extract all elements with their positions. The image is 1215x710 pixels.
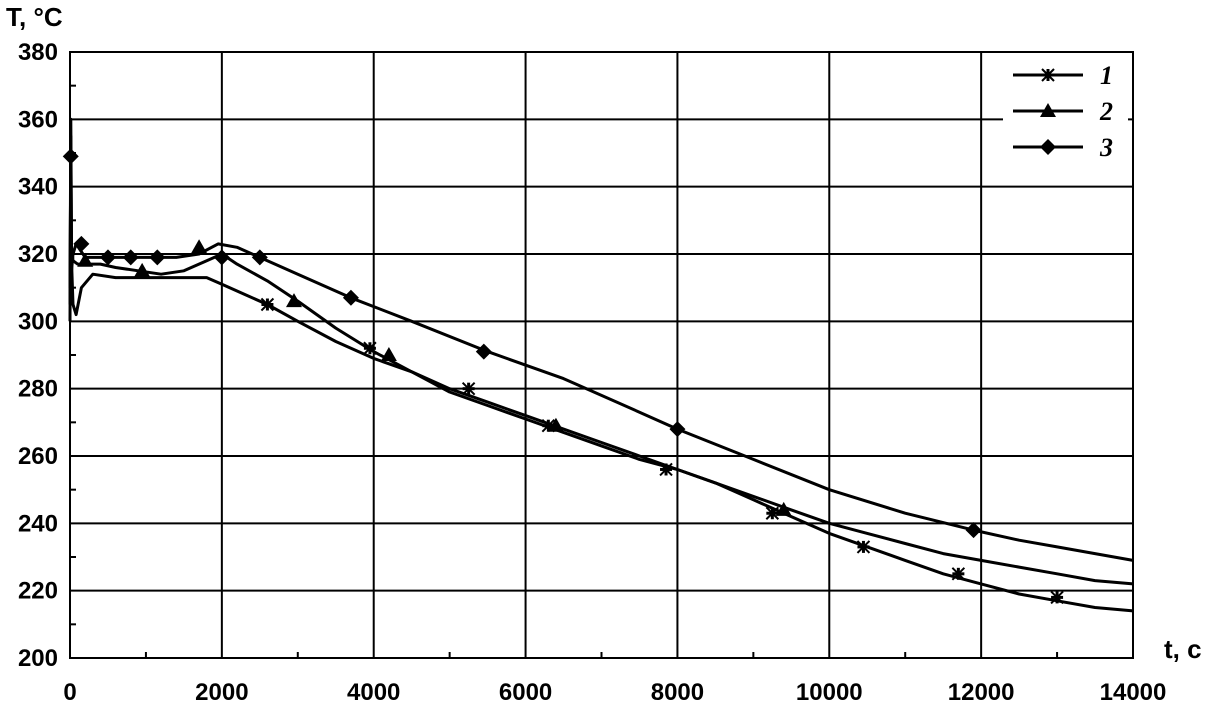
series-1-point	[461, 381, 476, 396]
y-axis-label: T, °C	[6, 2, 63, 32]
x-tick-label: 12000	[948, 679, 1015, 706]
y-tick-label: 360	[18, 106, 58, 133]
y-tick-label: 320	[18, 241, 58, 268]
grid	[69, 51, 1134, 659]
series-3-point	[149, 249, 166, 266]
series-3-point	[251, 249, 268, 266]
series-3-point	[122, 249, 139, 266]
x-tick-label: 14000	[1100, 679, 1167, 706]
series-1-line	[68, 134, 1134, 613]
legend-label: 3	[1099, 133, 1113, 162]
series-2	[68, 117, 1134, 586]
series-1	[68, 134, 1134, 613]
x-tick-label: 0	[63, 679, 76, 706]
series-1-point	[1050, 590, 1064, 605]
y-tick-labels: 200 220 240 260 280 300 320 340 360 380	[18, 39, 58, 672]
legend-item-3: 3	[1013, 133, 1113, 162]
series-2-point	[380, 347, 397, 361]
y-tick-label: 300	[18, 308, 58, 335]
series-3-point	[669, 421, 686, 438]
y-tick-label: 380	[18, 39, 58, 66]
series-3-point	[213, 249, 230, 266]
y-tick-label: 340	[18, 174, 58, 201]
y-tick-label: 220	[18, 578, 58, 605]
series-3-point	[965, 522, 982, 539]
x-tick-label: 6000	[499, 679, 552, 706]
legend-item-2: 2	[1013, 97, 1113, 126]
series-2-line	[68, 117, 1134, 586]
x-tick-label: 8000	[651, 679, 704, 706]
x-axis-label: t, c	[1164, 634, 1202, 664]
legend-marker	[1040, 103, 1056, 117]
series-2-point	[547, 417, 564, 432]
minor-ticks	[70, 84, 1059, 658]
series-1-point	[951, 567, 966, 581]
series-3-point	[73, 235, 90, 252]
x-tick-labels: 0 2000 4000 6000 8000 10000 12000 14000	[63, 679, 1166, 706]
series-2-point	[775, 501, 792, 516]
legend-item-1: 1	[1013, 61, 1113, 90]
series-1-point	[765, 506, 780, 520]
series-2-point	[191, 239, 208, 254]
series-layer	[62, 117, 1134, 613]
legend-label: 1	[1100, 61, 1113, 90]
series-3-point	[342, 289, 359, 306]
legend-marker	[1041, 68, 1055, 82]
y-tick-label: 280	[18, 376, 58, 403]
legend-label: 2	[1099, 97, 1113, 126]
series-3-point	[475, 343, 492, 360]
y-tick-label: 260	[18, 443, 58, 470]
series-3-point	[62, 148, 79, 165]
x-tick-label: 4000	[347, 679, 400, 706]
series-3	[62, 148, 1134, 562]
legend: 1 2 3	[1003, 57, 1128, 169]
series-1-point	[260, 297, 275, 312]
legend-marker	[1040, 139, 1056, 155]
series-2-point	[77, 252, 94, 267]
y-tick-label: 240	[18, 510, 58, 537]
series-2-point	[285, 293, 302, 308]
y-tick-label: 200	[18, 645, 58, 672]
plot-frame	[69, 51, 1134, 659]
x-tick-label: 2000	[195, 679, 248, 706]
series-3-point	[99, 249, 116, 266]
series-2-point	[134, 262, 151, 277]
x-tick-label: 10000	[796, 679, 863, 706]
series-1-point	[856, 540, 871, 554]
series-3-line	[68, 154, 1134, 562]
